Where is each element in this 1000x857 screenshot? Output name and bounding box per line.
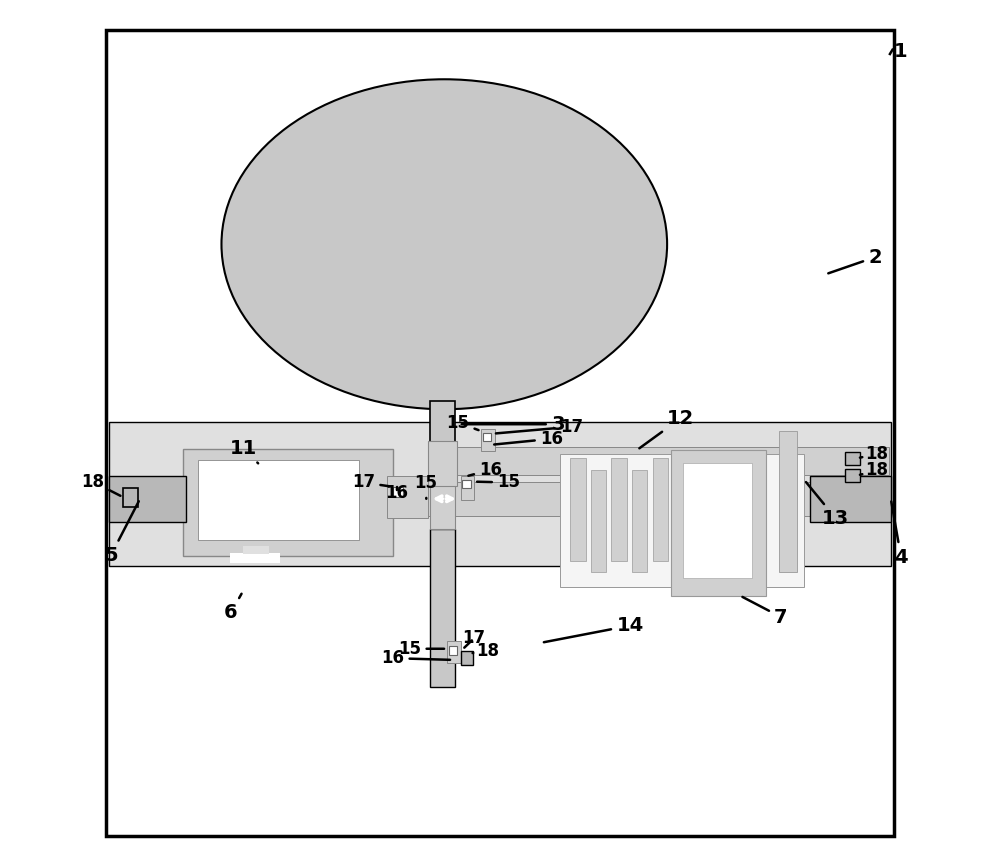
Text: 15: 15: [398, 639, 444, 658]
Bar: [455, 447, 889, 475]
Bar: [570, 458, 586, 561]
Bar: [393, 487, 403, 497]
Bar: [230, 553, 280, 563]
Bar: [109, 476, 186, 522]
Text: 5: 5: [104, 501, 139, 565]
Bar: [462, 480, 471, 488]
Text: 16: 16: [385, 483, 408, 502]
Bar: [810, 476, 891, 522]
Text: 17: 17: [462, 629, 485, 648]
Bar: [845, 452, 860, 465]
Text: 18: 18: [860, 445, 888, 464]
Text: 18: 18: [860, 461, 888, 480]
Text: 18: 18: [473, 642, 499, 661]
Text: 1: 1: [894, 42, 908, 61]
Bar: [483, 433, 491, 441]
Bar: [461, 476, 474, 500]
Text: 15: 15: [446, 413, 479, 432]
Bar: [779, 431, 797, 572]
Text: 11: 11: [230, 439, 258, 464]
Bar: [109, 482, 891, 516]
Text: 17: 17: [496, 417, 583, 436]
Bar: [430, 529, 455, 687]
Bar: [461, 651, 473, 665]
Bar: [449, 646, 457, 655]
Text: 12: 12: [639, 409, 694, 448]
Bar: [198, 460, 359, 540]
Text: 15: 15: [414, 474, 437, 499]
Text: 2: 2: [828, 248, 882, 273]
Bar: [387, 476, 428, 518]
Text: 7: 7: [742, 597, 788, 626]
Bar: [671, 450, 766, 596]
Bar: [430, 401, 455, 487]
Bar: [447, 641, 461, 663]
Text: 14: 14: [544, 616, 644, 642]
Text: 17: 17: [352, 473, 390, 492]
Text: 16: 16: [381, 649, 450, 668]
Text: 4: 4: [891, 501, 908, 566]
Bar: [560, 454, 804, 587]
Bar: [611, 458, 627, 561]
Text: 18: 18: [81, 472, 120, 496]
Ellipse shape: [221, 80, 667, 410]
Text: 16: 16: [494, 429, 563, 448]
Text: 13: 13: [806, 482, 849, 528]
Text: 6: 6: [224, 594, 242, 622]
Text: 16: 16: [468, 460, 502, 479]
Bar: [845, 469, 860, 482]
Bar: [243, 546, 269, 554]
Bar: [183, 449, 393, 556]
Bar: [632, 470, 647, 572]
Bar: [653, 458, 668, 561]
Bar: [123, 488, 138, 507]
Bar: [428, 441, 457, 486]
Bar: [430, 482, 455, 529]
Text: 3: 3: [462, 415, 565, 434]
Bar: [481, 428, 495, 451]
Text: 15: 15: [477, 473, 520, 492]
Bar: [109, 422, 891, 566]
Bar: [591, 470, 606, 572]
Bar: [683, 463, 752, 578]
